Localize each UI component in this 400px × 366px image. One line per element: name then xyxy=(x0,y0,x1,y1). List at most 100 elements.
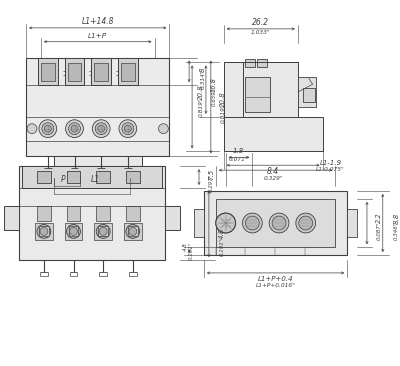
Circle shape xyxy=(246,216,259,230)
Bar xyxy=(204,191,347,255)
Text: L1: L1 xyxy=(90,175,100,184)
Bar xyxy=(126,206,140,221)
Bar xyxy=(224,117,322,152)
Text: 8.8: 8.8 xyxy=(394,212,400,224)
Text: 0.659": 0.659" xyxy=(211,88,216,106)
Bar xyxy=(94,223,112,240)
Bar xyxy=(67,171,80,183)
Bar xyxy=(224,63,244,117)
Circle shape xyxy=(299,216,313,230)
Circle shape xyxy=(216,213,236,233)
Bar xyxy=(37,206,51,221)
Bar xyxy=(35,223,53,240)
Text: L1+P+0.016": L1+P+0.016" xyxy=(256,283,296,288)
Circle shape xyxy=(216,213,236,233)
Bar xyxy=(91,57,111,85)
Text: 0.191": 0.191" xyxy=(219,238,224,256)
Text: 4.8: 4.8 xyxy=(219,227,225,239)
Circle shape xyxy=(96,224,110,238)
Bar xyxy=(124,223,142,240)
Bar xyxy=(4,206,19,231)
Text: 0.329": 0.329" xyxy=(263,176,283,180)
Bar xyxy=(37,171,51,183)
Bar xyxy=(68,227,78,236)
Bar xyxy=(94,63,108,81)
Circle shape xyxy=(272,216,286,230)
Bar xyxy=(96,206,110,221)
Text: 7.5: 7.5 xyxy=(208,168,214,180)
Text: 26.2: 26.2 xyxy=(252,18,269,27)
Circle shape xyxy=(98,125,105,132)
Text: L1+14.8: L1+14.8 xyxy=(82,18,114,26)
Circle shape xyxy=(27,124,37,134)
Bar xyxy=(26,57,169,156)
Circle shape xyxy=(119,120,137,138)
Text: 1.033": 1.033" xyxy=(251,30,270,35)
Circle shape xyxy=(95,123,107,135)
Text: L1+P+0.4: L1+P+0.4 xyxy=(258,276,293,282)
Text: 2.2: 2.2 xyxy=(376,213,382,223)
Circle shape xyxy=(37,224,51,238)
Text: 0.819": 0.819" xyxy=(198,97,204,117)
Text: 20.8: 20.8 xyxy=(220,91,226,107)
Bar xyxy=(194,209,204,237)
Bar xyxy=(298,77,316,107)
Text: 8.4: 8.4 xyxy=(267,167,279,176)
Bar xyxy=(22,166,162,188)
Text: 0.346": 0.346" xyxy=(394,222,399,240)
Bar xyxy=(257,60,267,67)
Text: P: P xyxy=(60,175,65,184)
Text: 0.819": 0.819" xyxy=(220,103,225,123)
Bar xyxy=(216,199,335,247)
Circle shape xyxy=(124,125,131,132)
Text: 20.8: 20.8 xyxy=(198,84,204,100)
Bar xyxy=(65,57,84,85)
Bar xyxy=(246,60,255,67)
Text: 1.8: 1.8 xyxy=(233,148,244,154)
Bar xyxy=(166,206,180,231)
Circle shape xyxy=(158,124,168,134)
Bar xyxy=(38,57,58,85)
Bar xyxy=(98,227,108,236)
Circle shape xyxy=(40,227,48,235)
Circle shape xyxy=(219,216,232,230)
Bar xyxy=(347,209,357,237)
Bar xyxy=(126,171,140,183)
Text: L1-1.9: L1-1.9 xyxy=(320,160,342,166)
Bar xyxy=(68,63,82,81)
Circle shape xyxy=(71,125,78,132)
Circle shape xyxy=(66,120,83,138)
Bar xyxy=(121,63,135,81)
Text: 0.071": 0.071" xyxy=(229,157,248,162)
Bar xyxy=(54,156,142,176)
Text: 16.8: 16.8 xyxy=(211,77,217,92)
Circle shape xyxy=(44,125,51,132)
Bar xyxy=(41,63,55,81)
Text: L1+P: L1+P xyxy=(88,33,107,39)
Text: 0.087": 0.087" xyxy=(376,222,381,240)
Bar xyxy=(118,57,138,85)
Circle shape xyxy=(70,227,78,235)
Text: 0.314": 0.314" xyxy=(200,70,206,89)
Circle shape xyxy=(122,123,134,135)
Circle shape xyxy=(67,224,80,238)
Bar xyxy=(65,223,82,240)
Bar xyxy=(244,63,298,117)
Bar xyxy=(96,171,110,183)
Circle shape xyxy=(242,213,262,233)
Bar xyxy=(67,206,80,221)
Circle shape xyxy=(126,224,140,238)
Circle shape xyxy=(39,120,57,138)
Circle shape xyxy=(42,123,54,135)
Circle shape xyxy=(99,227,107,235)
Bar xyxy=(246,77,270,112)
Text: 4.8
0.191": 4.8 0.191" xyxy=(183,242,194,260)
Text: L1-0.075": L1-0.075" xyxy=(316,167,344,172)
Bar xyxy=(128,227,138,236)
Text: 0.297": 0.297" xyxy=(208,174,213,192)
Circle shape xyxy=(92,120,110,138)
Circle shape xyxy=(129,227,137,235)
Bar xyxy=(19,166,166,260)
Circle shape xyxy=(269,213,289,233)
Bar xyxy=(303,88,315,102)
